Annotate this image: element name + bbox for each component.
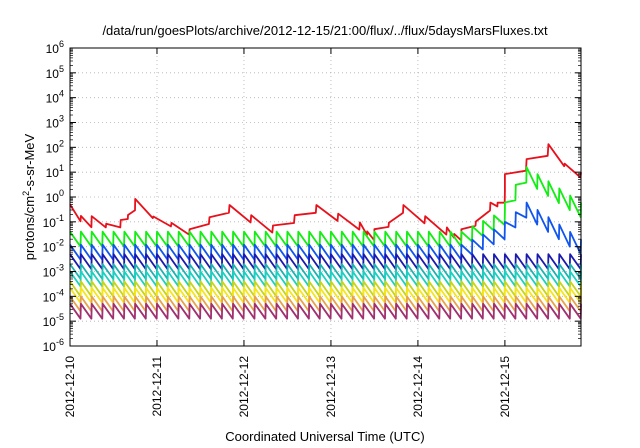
y-tick-labels: 10-610-510-410-310-210-11001011021031041… <box>43 39 64 354</box>
y-tick-exponent: 4 <box>59 89 64 99</box>
y-tick-base: 10 <box>46 42 60 56</box>
series-line-3 <box>69 201 582 261</box>
y-tick-exponent: -5 <box>56 312 64 322</box>
y-tick-exponent: -3 <box>56 263 64 273</box>
y-tick-label: 10-5 <box>43 312 64 329</box>
x-tick-label: 2012-12-10 <box>63 356 77 418</box>
y-tick-base: 10 <box>46 117 60 131</box>
y-tick-exponent: 3 <box>59 114 64 124</box>
y-tick-exponent: 0 <box>59 188 64 198</box>
y-tick-base: 10 <box>46 67 60 81</box>
y-tick-exponent: 1 <box>59 163 64 173</box>
y-tick-label: 10-4 <box>43 287 64 304</box>
y-tick-label: 10-3 <box>43 263 64 280</box>
y-tick-label: 101 <box>46 163 64 180</box>
y-tick-exponent: 2 <box>59 138 64 148</box>
y-axis-label-pre: protons/cm <box>22 196 37 260</box>
x-tick-label: 2012-12-15 <box>498 356 512 418</box>
y-tick-base: 10 <box>43 315 57 329</box>
series-lines <box>69 143 582 320</box>
y-tick-exponent: 5 <box>59 64 64 74</box>
y-tick-base: 10 <box>46 166 60 180</box>
y-axis-label-post: -s-sr-MeV <box>22 133 37 190</box>
y-tick-base: 10 <box>43 290 57 304</box>
y-tick-label: 10-2 <box>43 238 64 255</box>
y-tick-base: 10 <box>46 92 60 106</box>
tick-marks <box>69 47 581 347</box>
x-tick-label: 2012-12-11 <box>150 356 164 417</box>
y-tick-base: 10 <box>43 340 57 354</box>
x-tick-label: 2012-12-12 <box>237 356 251 418</box>
y-tick-label: 10-1 <box>43 213 64 230</box>
y-axis-label: protons/cm2-s-sr-MeV <box>21 133 37 260</box>
y-tick-base: 10 <box>43 216 57 230</box>
x-tick-label: 2012-12-14 <box>411 356 425 418</box>
x-tick-label: 2012-12-13 <box>324 356 338 418</box>
x-tick-labels: 2012-12-10 2012-12-11 2012-12-12 2012-12-13… <box>63 356 512 418</box>
y-tick-base: 10 <box>46 191 60 205</box>
y-tick-exponent: -4 <box>56 287 64 297</box>
y-tick-base: 10 <box>43 266 57 280</box>
series-line-10 <box>69 302 582 320</box>
y-tick-label: 105 <box>46 64 64 81</box>
y-tick-label: 100 <box>46 188 64 205</box>
y-tick-exponent: -2 <box>56 238 64 248</box>
chart-title: /data/run/goesPlots/archive/2012-12-15/2… <box>102 23 548 38</box>
y-tick-label: 103 <box>46 114 64 131</box>
y-tick-exponent: -1 <box>56 213 64 223</box>
x-axis-label: Coordinated Universal Time (UTC) <box>225 429 424 444</box>
y-tick-label: 102 <box>46 138 64 155</box>
y-tick-base: 10 <box>43 241 57 255</box>
y-tick-label: 104 <box>46 89 64 106</box>
y-tick-base: 10 <box>46 141 60 155</box>
y-tick-exponent: -6 <box>56 337 64 347</box>
y-tick-label: 106 <box>46 39 64 56</box>
y-axis-label-sup: 2 <box>21 191 31 196</box>
y-tick-label: 10-6 <box>43 337 64 354</box>
series-line-1 <box>69 143 582 242</box>
y-tick-exponent: 6 <box>59 39 64 49</box>
